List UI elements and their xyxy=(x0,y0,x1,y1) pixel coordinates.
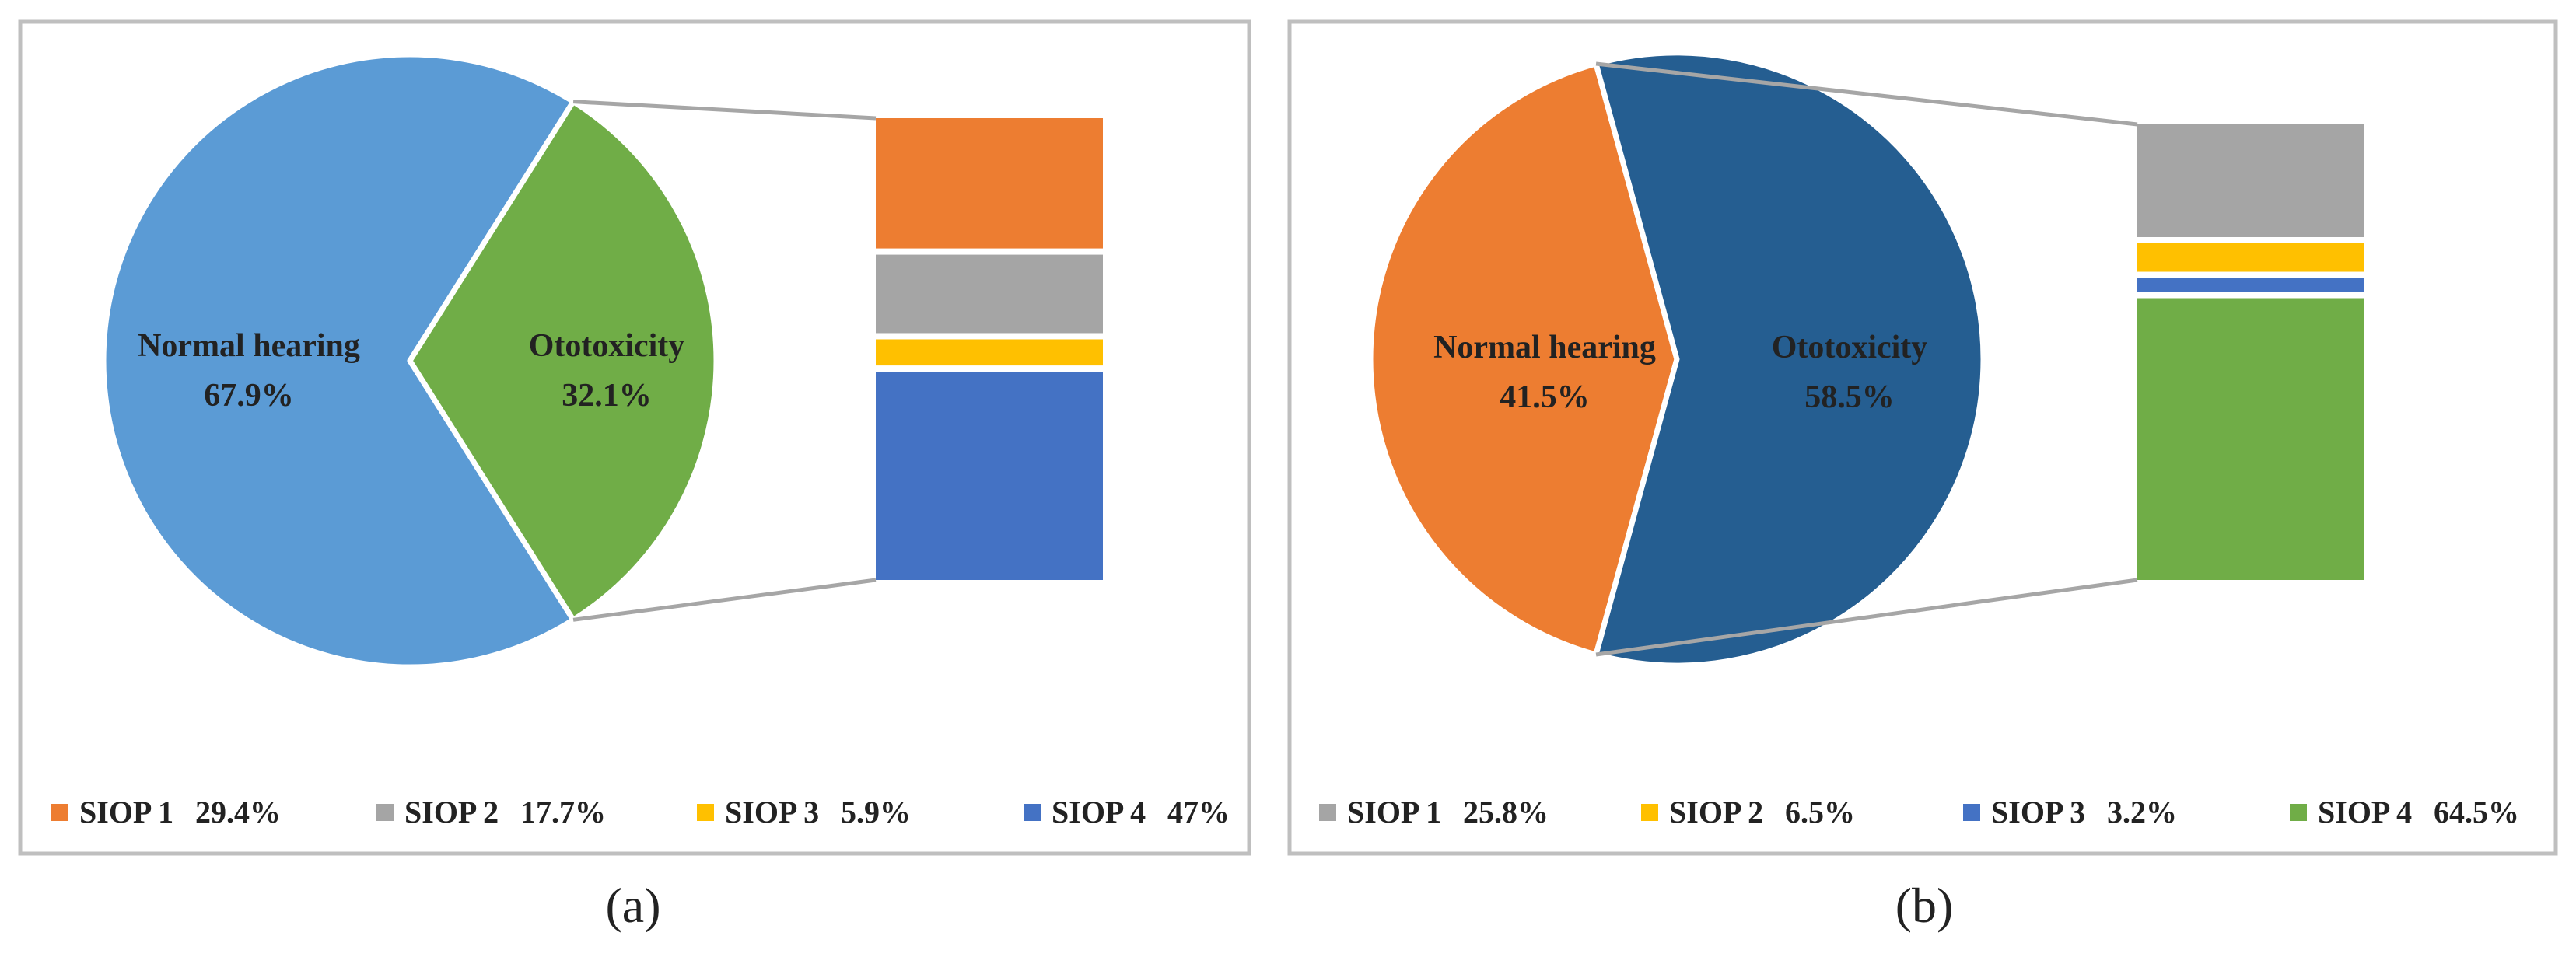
legend-item: SIOP 4 64.5% xyxy=(2290,795,2519,830)
legend-swatch xyxy=(51,804,68,821)
bar-segment-siop-3 xyxy=(2137,278,2364,292)
slice-value-normal-hearing: 41.5% xyxy=(1500,379,1590,415)
panel-caption: (a) xyxy=(605,878,660,933)
legend-value: 3.2% xyxy=(2107,795,2177,830)
legend-item: SIOP 2 6.5% xyxy=(1641,795,1855,830)
connector-line-bottom xyxy=(1595,578,2138,657)
legend-value: 47% xyxy=(1167,795,1230,830)
pie-slice-ototoxicity xyxy=(1593,50,1986,669)
connector-line-bottom xyxy=(572,578,877,622)
slice-value-ototoxicity: 58.5% xyxy=(1804,379,1895,415)
legend-name: SIOP 1 xyxy=(1347,795,1441,830)
legend-item: SIOP 1 25.8% xyxy=(1319,795,1549,830)
legend-item: SIOP 4 47% xyxy=(1024,795,1230,830)
legend-name: SIOP 2 xyxy=(1669,795,1763,830)
legend-swatch xyxy=(1024,804,1041,821)
pie-slice-ototoxicity xyxy=(407,99,719,623)
panel-caption: (b) xyxy=(1895,878,1954,933)
legend-swatch xyxy=(1963,804,1980,821)
connector-line-top xyxy=(1595,61,2138,127)
legend-value: 6.5% xyxy=(1785,795,1855,830)
legend-name: SIOP 4 xyxy=(1052,795,1146,830)
chart-panel-b: Normal hearing 41.5% Ototoxicity 58.5% SIOP … xyxy=(1287,19,2558,856)
legend-name: SIOP 4 xyxy=(2318,795,2412,830)
connector-line-top xyxy=(572,100,877,121)
legend-value: 5.9% xyxy=(841,795,911,830)
legend-value: 64.5% xyxy=(2434,795,2519,830)
bar-segment-siop-2 xyxy=(876,254,1103,334)
legend-swatch xyxy=(1319,804,1336,821)
legend-item: SIOP 1 29.4% xyxy=(51,795,281,830)
legend-swatch xyxy=(697,804,714,821)
legend-swatch xyxy=(376,804,394,821)
legend-name: SIOP 3 xyxy=(1991,795,2085,830)
bar-segment-siop-4 xyxy=(2137,298,2364,580)
bar-segment-siop-3 xyxy=(876,339,1103,366)
legend-swatch xyxy=(2290,804,2307,821)
slice-value-normal-hearing: 67.9% xyxy=(204,378,294,414)
legend-item: SIOP 2 17.7% xyxy=(376,795,606,830)
bar-segment-siop-4 xyxy=(876,372,1103,580)
slice-label-ototoxicity: Ototoxicity xyxy=(1772,330,1928,365)
pie-slice-normal-hearing xyxy=(100,51,576,670)
bar-segment-siop-1 xyxy=(876,118,1103,249)
legend-name: SIOP 1 xyxy=(79,795,173,830)
slice-label-ototoxicity: Ototoxicity xyxy=(529,328,685,364)
legend-name: SIOP 3 xyxy=(725,795,819,830)
slice-label-normal-hearing: Normal hearing xyxy=(1433,330,1656,365)
legend-value: 17.7% xyxy=(520,795,606,830)
legend-item: SIOP 3 5.9% xyxy=(697,795,911,830)
slice-value-ototoxicity: 32.1% xyxy=(562,378,652,414)
bar-segment-siop-2 xyxy=(2137,243,2364,272)
legend-item: SIOP 3 3.2% xyxy=(1963,795,2177,830)
legend-name: SIOP 2 xyxy=(404,795,499,830)
legend-value: 29.4% xyxy=(195,795,281,830)
legend-value: 25.8% xyxy=(1463,795,1549,830)
bar-segment-siop-1 xyxy=(2137,124,2364,237)
pie-slice-normal-hearing xyxy=(1367,61,1680,658)
legend-swatch xyxy=(1641,804,1658,821)
slice-label-normal-hearing: Normal hearing xyxy=(138,328,360,364)
chart-panel-a: Normal hearing 67.9% Ototoxicity 32.1% SIOP … xyxy=(18,19,1251,856)
